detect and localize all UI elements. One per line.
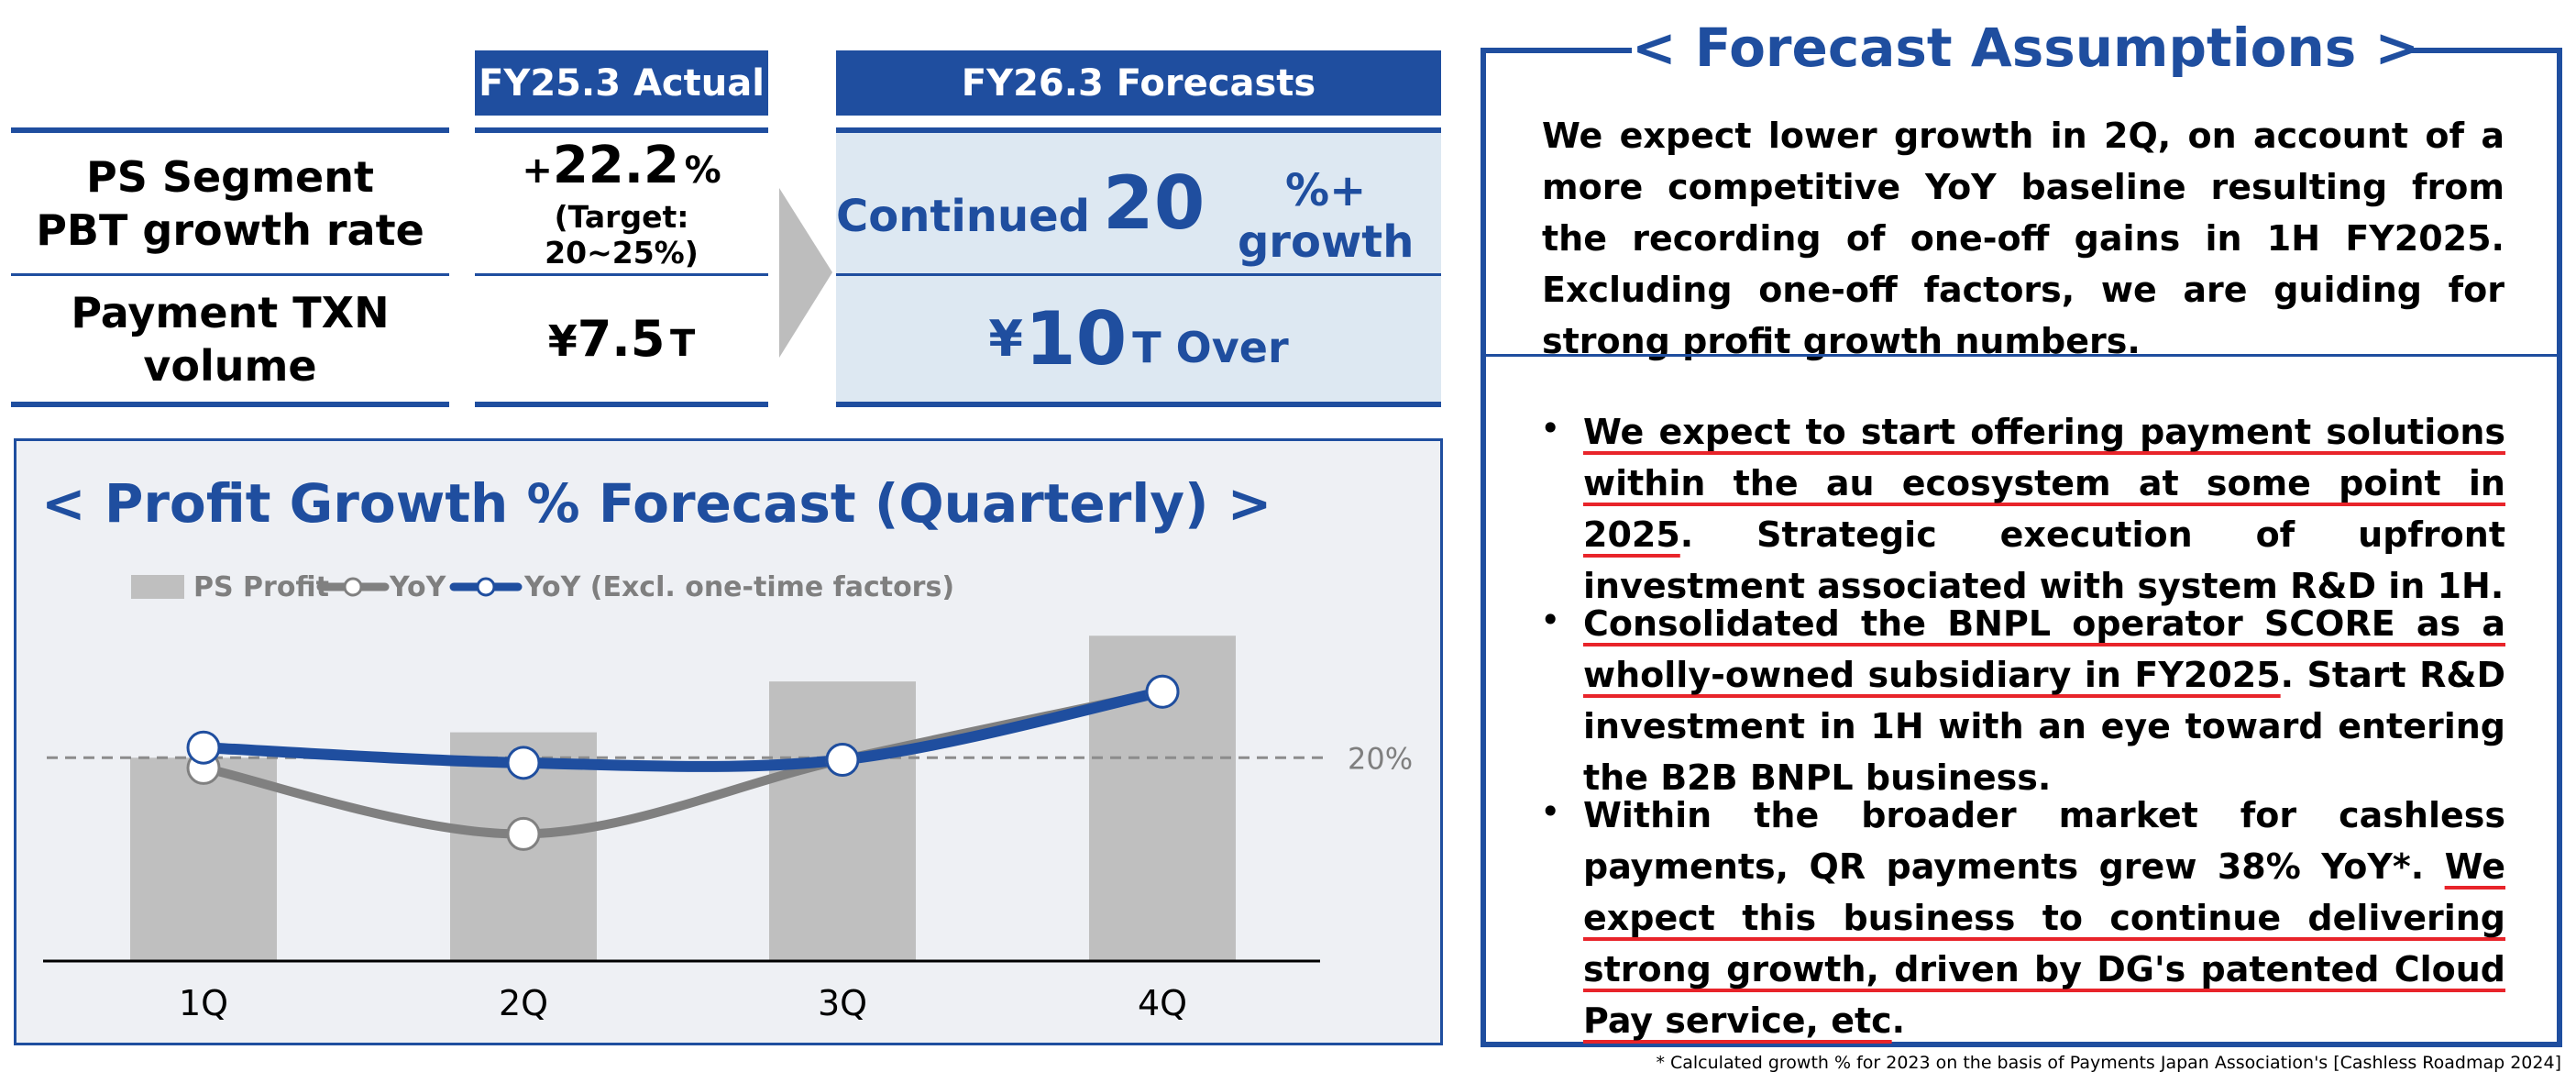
- forecast-post: T Over: [1132, 322, 1289, 372]
- row-label-line2: volume: [143, 340, 317, 391]
- row-label-payment-txn: Payment TXN volume: [11, 276, 449, 402]
- actual-unit: %: [684, 149, 721, 192]
- bullet-rest-text: .: [1891, 1000, 1906, 1041]
- table-rule-top-forecast: [836, 127, 1441, 133]
- bullet-underlined-text: Consolidated the BNPL operator SCORE as …: [1583, 603, 2505, 695]
- actual-unit: T: [669, 323, 696, 365]
- row-label-line1: PS Segment: [86, 151, 374, 202]
- bullet-rest-text: . Strategic execution of upfront investm…: [1583, 514, 2505, 606]
- bullet-dot: •: [1540, 408, 1561, 448]
- forecast-pbt-growth: Continued 20 %+ growth: [836, 133, 1441, 273]
- table-rule-top-actual: [475, 127, 768, 133]
- legend-marker-yoy: [343, 577, 363, 597]
- assumptions-intro: We expect lower growth in 2Q, on account…: [1542, 116, 2504, 361]
- bar-ps-profit-3Q: [769, 681, 916, 961]
- point-yoy-excl-3Q: [825, 743, 860, 778]
- x-tick-label-4Q: 4Q: [1138, 983, 1187, 1023]
- assumptions-open-bracket: <: [1632, 17, 1677, 79]
- point-yoy-2Q: [506, 816, 541, 851]
- chart-title-close-bracket: >: [1227, 472, 1272, 535]
- x-tick-label-1Q: 1Q: [179, 983, 228, 1023]
- assumptions-title-text: Forecast Assumptions: [1694, 17, 2357, 79]
- actual-prefix: ¥: [547, 316, 578, 366]
- table-rule-bottom-actual: [475, 402, 768, 407]
- table-rule-mid-label: [11, 273, 449, 276]
- bar-ps-profit-1Q: [130, 757, 277, 961]
- legend-label-yoy-excl: YoY (Excl. one-time factors): [523, 571, 954, 603]
- reference-line-label: 20%: [1348, 741, 1413, 776]
- actual-target-note: (Target: 20~25%): [545, 199, 699, 271]
- table-rule-mid-actual: [475, 273, 768, 276]
- arrow-icon: [779, 188, 832, 358]
- bullet-dot: •: [1540, 600, 1561, 640]
- assumption-bullet-2: Consolidated the BNPL operator SCORE as …: [1583, 598, 2505, 803]
- forecast-header: FY26.3 Forecasts: [836, 50, 1441, 116]
- bullet-plain-text: Within the broader market for cashless p…: [1583, 795, 2505, 887]
- point-yoy-excl-4Q: [1145, 674, 1180, 709]
- bullet-underlined-text: We expect to start offering payment solu…: [1583, 412, 2505, 555]
- footnote: * Calculated growth % for 2023 on the ba…: [1656, 1053, 2561, 1073]
- forecast-big: 20: [1103, 160, 1205, 246]
- forecast-payment-txn: ¥ 10 T Over: [836, 276, 1441, 402]
- table-rule-bottom-label: [11, 402, 449, 407]
- actual-pbt-growth: +22.2 % (Target: 20~25%): [475, 133, 768, 273]
- forecast-cell-bg-1: [836, 133, 1441, 273]
- assumptions-title: < Forecast Assumptions >: [1632, 17, 2419, 86]
- chart-title-text: Profit Growth % Forecast (Quarterly): [104, 472, 1209, 535]
- row-label-pbt-growth: PS Segment PBT growth rate: [11, 133, 449, 273]
- legend-label-ps-profit: PS Profit: [193, 571, 329, 603]
- assumption-bullet-3: Within the broader market for cashless p…: [1583, 790, 2505, 1046]
- legend-marker-yoy-excl: [476, 577, 496, 597]
- bullet-rest-text: . Start R&D investment in 1H with an eye…: [1583, 655, 2506, 798]
- row-label-line2: PBT growth rate: [36, 204, 424, 255]
- x-tick-label-3Q: 3Q: [818, 983, 867, 1023]
- actual-value: 7.5: [577, 310, 666, 368]
- forecast-cell-bg-2: [836, 276, 1441, 402]
- actual-header: FY25.3 Actual: [475, 50, 768, 116]
- x-tick-label-2Q: 2Q: [499, 983, 548, 1023]
- forecast-big: 10: [1024, 296, 1128, 381]
- actual-payment-txn: ¥7.5 T: [475, 276, 768, 402]
- point-yoy-excl-2Q: [506, 746, 541, 780]
- line-yoy-excl: [198, 686, 1168, 772]
- table-rule-mid-forecast: [836, 273, 1441, 276]
- assumptions-divider: [1486, 354, 2557, 357]
- point-yoy-excl-1Q: [186, 730, 221, 765]
- bullet-dot: •: [1540, 791, 1561, 832]
- table-rule-bottom-forecast: [836, 402, 1441, 407]
- forecast-post: %+ growth: [1237, 164, 1415, 268]
- forecast-pre: ¥: [988, 310, 1023, 368]
- row-label-line1: Payment TXN: [71, 287, 390, 337]
- legend-swatch-ps-profit: [131, 575, 184, 599]
- forecast-pre: Continued: [836, 190, 1091, 242]
- profit-growth-chart: PS Profit YoY YoY (Excl. one-time factors)…: [43, 571, 1413, 1023]
- bullet-underlined-text: We expect this business to continue deli…: [1583, 846, 2505, 1041]
- chart-title-open-bracket: <: [41, 472, 86, 535]
- actual-prefix: +: [522, 149, 553, 192]
- assumptions-close-bracket: >: [2374, 17, 2420, 79]
- legend-label-yoy: YoY: [389, 571, 447, 603]
- chart-title: < Profit Growth % Forecast (Quarterly) >: [41, 472, 1271, 546]
- assumption-bullet-1: We expect to start offering payment solu…: [1583, 406, 2505, 612]
- table-rule-top-label: [11, 127, 449, 133]
- actual-value: 22.2: [552, 136, 680, 195]
